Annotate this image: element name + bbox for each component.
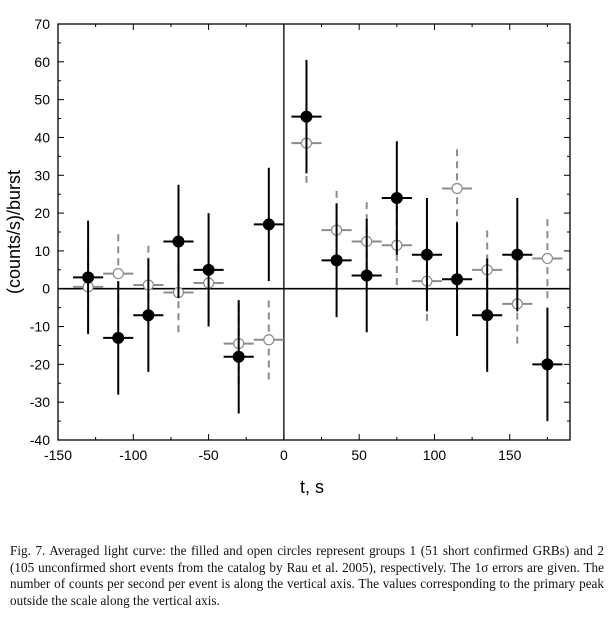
y-tick-label: 50: [34, 92, 50, 108]
filled-circle-point: [451, 273, 464, 286]
filled-circle-point: [112, 331, 125, 344]
y-tick-label: 20: [34, 205, 50, 221]
y-tick-label: 40: [34, 129, 50, 145]
plot-area: -150 -100 -50 0 50 100 150-40-30-20-1001020304…: [30, 16, 571, 463]
x-tick-label: -50: [198, 447, 218, 463]
x-tick-label: 150: [498, 447, 522, 463]
filled-circle-point: [172, 235, 185, 248]
x-tick-label: -150: [44, 447, 72, 463]
open-circle-point: [112, 268, 124, 280]
open-circle-point: [263, 334, 275, 346]
y-tick-label: -40: [30, 432, 50, 448]
figure-caption: Fig. 7. Averaged light curve: the filled…: [10, 543, 604, 608]
filled-circle-point: [541, 358, 554, 371]
filled-circle-point: [330, 254, 343, 267]
y-tick-label: 30: [34, 167, 50, 183]
y-tick-label: 70: [34, 16, 50, 32]
y-axis-title: (counts/s)/burst: [4, 170, 24, 294]
x-axis-title: t, s: [300, 477, 324, 497]
y-tick-label: 60: [34, 54, 50, 70]
x-tick-label: 0: [280, 447, 288, 463]
y-tick-label: -30: [30, 394, 50, 410]
filled-circle-point: [202, 263, 215, 276]
y-tick-label: 0: [42, 281, 50, 297]
y-tick-label: -10: [30, 319, 50, 335]
y-tick-label: 10: [34, 243, 50, 259]
filled-circle-point: [481, 309, 494, 322]
x-tick-label: 100: [423, 447, 447, 463]
y-tick-label: -20: [30, 356, 50, 372]
filled-circle-point: [420, 248, 433, 261]
x-tick-label: -100: [119, 447, 147, 463]
open-circle-point: [451, 182, 463, 195]
filled-circle-point: [300, 110, 313, 123]
filled-circle-point: [511, 248, 524, 261]
filled-circle-point: [82, 271, 95, 284]
light-curve-chart: -150 -100 -50 0 50 100 150-40-30-20-1001020304…: [4, 16, 571, 497]
open-circle-point: [541, 252, 554, 265]
filled-circle-point: [390, 191, 403, 204]
filled-circle-point: [142, 309, 155, 322]
x-tick-label: 50: [351, 447, 367, 463]
filled-circle-point: [232, 350, 245, 363]
filled-circle-point: [360, 269, 373, 282]
filled-circle-point: [262, 218, 275, 231]
plot-frame: [57, 23, 571, 441]
